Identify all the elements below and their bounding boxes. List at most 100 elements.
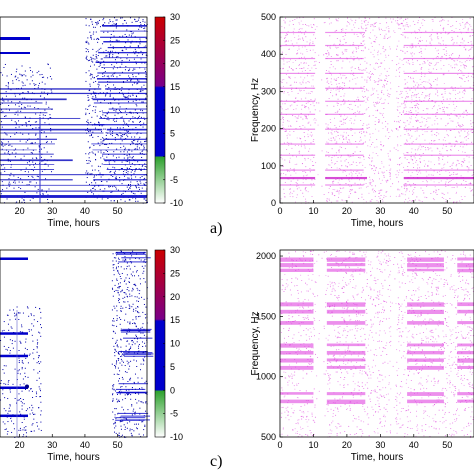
bl-speck [129, 428, 131, 430]
tr-speck [460, 77, 462, 78]
tr-speck [407, 181, 409, 182]
br-speck [460, 330, 462, 332]
br-speck [336, 371, 338, 373]
bl-speck [38, 361, 40, 363]
tr-speck [445, 201, 447, 203]
tr-band [325, 154, 364, 156]
bl-speck [8, 346, 10, 348]
bl-speck [121, 290, 123, 292]
br-speck [425, 410, 427, 412]
tl-speck [21, 104, 23, 106]
tl-speck [100, 138, 102, 140]
tl-speck [94, 153, 96, 155]
tr-speck [445, 181, 447, 183]
tr-speck [413, 71, 415, 72]
tl-speck [88, 105, 90, 107]
tr-speck [374, 146, 376, 148]
tr-speck [452, 58, 454, 60]
bl-speck [131, 405, 133, 407]
tl-speck [87, 108, 89, 110]
tl-speck [116, 39, 118, 41]
bl-speck [14, 315, 16, 317]
tl-speck [2, 184, 4, 186]
tl-speck [120, 199, 122, 201]
tl-speck [85, 72, 87, 74]
tr-speck [399, 105, 401, 107]
tr-speck [388, 164, 390, 166]
bl-speck [21, 405, 23, 407]
tr-speck [439, 43, 441, 45]
tr-speck [373, 49, 375, 51]
tr-speck [464, 65, 466, 67]
tr-speck [439, 150, 441, 152]
tl-speck [91, 116, 93, 118]
tl-speck [94, 111, 96, 113]
br-speck [386, 411, 388, 413]
tr-speck [387, 81, 389, 82]
tl-speck [11, 152, 13, 154]
tr-speck [343, 82, 345, 84]
tr-speck [411, 142, 413, 144]
tr-speck [431, 134, 433, 136]
tr-speck [365, 101, 367, 103]
tl-speck [105, 137, 107, 139]
tr-speck [411, 98, 413, 100]
tr-speck [344, 148, 346, 150]
br-speck [469, 254, 471, 256]
tl-speck [140, 168, 142, 170]
tr-speck [323, 22, 325, 24]
tr-speck [405, 125, 407, 127]
br-speck [469, 340, 471, 342]
bl-speck [141, 421, 143, 423]
tr-speck [403, 46, 405, 48]
bl-speck [14, 415, 16, 417]
tr-speck [300, 62, 302, 64]
bl-speck [31, 334, 33, 336]
tr-speck [382, 146, 384, 147]
bl-speck [140, 259, 142, 261]
tr-speck [340, 134, 342, 136]
br-speck [463, 374, 465, 376]
tr-speck [280, 36, 282, 38]
tr-band [403, 169, 474, 171]
tr-speck [352, 59, 354, 60]
tr-speck [315, 119, 317, 121]
bl-speck [40, 327, 42, 329]
tr-speck [304, 159, 306, 161]
tl-speck [144, 88, 146, 90]
tr-speck [419, 27, 421, 29]
tr-speck [425, 94, 427, 96]
tr-speck [460, 202, 462, 203]
tl-band [0, 128, 103, 131]
br-speck [288, 318, 290, 320]
tl-speck [2, 142, 4, 144]
tl-speck [48, 106, 50, 108]
tl-speck [137, 52, 139, 54]
tr-speck [341, 67, 343, 69]
tr-speck [406, 189, 408, 191]
bl-speck [118, 435, 120, 437]
tl-speck [23, 106, 25, 108]
tr-band [403, 31, 474, 34]
tr-speck [460, 24, 462, 26]
tr-speck [422, 63, 424, 65]
tl-speck [98, 170, 100, 172]
bl-speck [2, 421, 4, 423]
tl-speck [115, 133, 117, 135]
tr-speck [345, 136, 347, 138]
bl-speck [123, 354, 125, 356]
tr-speck [392, 183, 394, 185]
tr-speck [407, 96, 409, 98]
bl-speck [128, 331, 130, 333]
br-speck [296, 383, 298, 385]
bl-speck [138, 393, 140, 395]
bl-speck [117, 290, 119, 292]
tl-speck [30, 142, 32, 144]
tr-speck [299, 38, 301, 40]
tr-speck [375, 128, 377, 130]
br-speck [310, 363, 312, 364]
tr-speck [437, 109, 439, 111]
tl-speck [103, 158, 105, 160]
tl-speck [93, 187, 95, 189]
